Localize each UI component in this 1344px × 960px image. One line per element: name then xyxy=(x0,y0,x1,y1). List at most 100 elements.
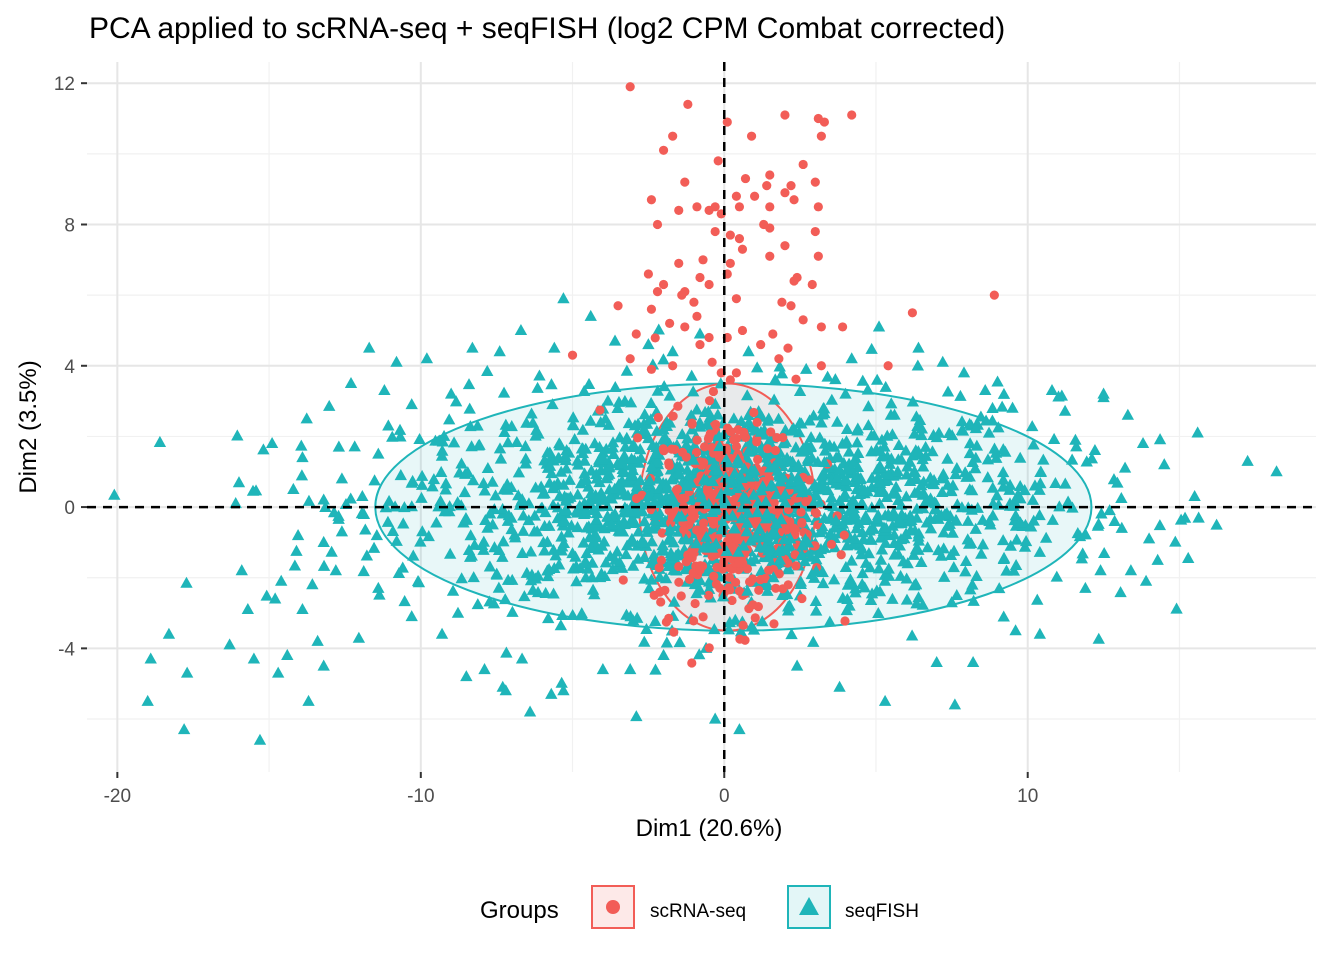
seqfish-point xyxy=(501,436,515,448)
seqfish-point xyxy=(873,461,887,473)
seqfish-point xyxy=(837,490,851,503)
seqfish-point xyxy=(936,355,949,367)
seqfish-point xyxy=(490,568,504,580)
seqfish-point xyxy=(623,505,636,517)
scrna-seq-point xyxy=(689,297,699,307)
seqfish-point xyxy=(1070,440,1083,452)
seqfish-point xyxy=(1009,624,1022,636)
scrna-seq-point xyxy=(695,339,705,350)
seqfish-point xyxy=(1026,493,1040,505)
scrna-seq-point xyxy=(686,515,696,525)
seqfish-point xyxy=(879,521,893,533)
seqfish-point xyxy=(620,608,633,620)
seqfish-point xyxy=(483,507,497,519)
seqfish-point xyxy=(1004,539,1017,551)
seqfish-point xyxy=(841,592,854,605)
seqfish-point xyxy=(656,433,670,445)
scrna-seq-point xyxy=(839,530,849,540)
seqfish-point xyxy=(520,566,534,578)
seqfish-point xyxy=(177,723,191,735)
seqfish-point xyxy=(892,438,906,451)
scrna-seq-point xyxy=(738,620,748,630)
seqfish-point xyxy=(719,471,732,483)
seqfish-point xyxy=(510,435,524,448)
seqfish-point xyxy=(845,554,858,566)
scrna-seq-point xyxy=(727,595,737,606)
seqfish-point xyxy=(652,323,665,335)
seqfish-point xyxy=(732,457,745,469)
scrna-seq-point xyxy=(791,561,801,571)
seqfish-point xyxy=(1019,535,1033,547)
seqfish-point xyxy=(986,509,1000,521)
seqfish-point xyxy=(415,469,429,481)
seqfish-point xyxy=(663,416,677,428)
x-tick-label: 10 xyxy=(1017,786,1038,807)
seqfish-point xyxy=(499,684,512,696)
seqfish-point xyxy=(821,370,834,382)
seqfish-point xyxy=(986,401,999,413)
seqfish-point xyxy=(597,535,611,547)
seqfish-point xyxy=(367,541,381,553)
seqfish-point xyxy=(477,477,490,489)
scrna-seq-point xyxy=(660,585,670,595)
seqfish-point xyxy=(327,506,341,518)
seqfish-point xyxy=(741,506,754,518)
seqfish-point xyxy=(700,530,713,542)
seqfish-point xyxy=(997,552,1010,565)
scrna-seq-point xyxy=(656,597,666,607)
seqfish-point xyxy=(563,473,576,485)
seqfish-point xyxy=(608,482,621,494)
seqfish-point xyxy=(775,367,789,379)
seqfish-point xyxy=(1097,387,1110,399)
scrna-seq-point xyxy=(753,454,763,465)
seqfish-point xyxy=(584,309,597,321)
seqfish-point xyxy=(492,581,506,593)
seqfish-point xyxy=(406,474,419,486)
scrna-seq-point xyxy=(801,497,811,507)
scrna-seq-point xyxy=(711,531,721,542)
seqfish-point xyxy=(823,439,836,451)
seqfish-point xyxy=(843,599,856,611)
seqfish-point xyxy=(1153,519,1167,531)
seqfish-point xyxy=(605,518,618,530)
seqfish-point xyxy=(813,496,827,508)
seqfish-point xyxy=(414,535,427,547)
scrna-seq-point xyxy=(762,181,772,191)
seqfish-point xyxy=(624,469,637,481)
chart-title: PCA applied to scRNA-seq + seqFISH (log2… xyxy=(89,12,1005,45)
seqfish-point xyxy=(593,440,606,452)
seqfish-point xyxy=(571,521,584,533)
seqfish-point xyxy=(506,573,519,585)
seqfish-point xyxy=(1188,489,1201,502)
y-axis-ticks: -4 0 4 8 12 xyxy=(54,74,87,660)
seqfish-point xyxy=(555,676,568,688)
seqfish-point xyxy=(1014,516,1027,528)
seqfish-point xyxy=(856,567,869,579)
seqfish-point xyxy=(708,503,722,515)
seqfish-point xyxy=(584,541,597,554)
seqfish-point xyxy=(505,523,518,535)
scrna-seq-point xyxy=(816,322,826,332)
seqfish-point xyxy=(378,384,391,396)
seqfish-point xyxy=(379,501,392,513)
seqfish-point xyxy=(996,534,1010,546)
seqfish-point xyxy=(795,417,808,429)
seqfish-point xyxy=(1142,532,1156,544)
y-tick-label: -4 xyxy=(58,639,75,660)
seqfish-point xyxy=(829,514,843,526)
seqfish-point xyxy=(921,541,934,553)
scrna-seq-point xyxy=(625,82,635,92)
seqfish-point xyxy=(668,595,681,607)
seqfish-point xyxy=(950,514,963,526)
seqfish-point xyxy=(961,514,975,526)
seqfish-point xyxy=(1049,476,1062,488)
seqfish-point xyxy=(933,509,946,521)
seqfish-point xyxy=(405,610,418,622)
y-axis-title: Dim2 (3.5%) xyxy=(15,360,42,493)
seqfish-point xyxy=(597,451,610,463)
seqfish-point xyxy=(796,539,809,551)
scrna-seq-point xyxy=(681,452,691,462)
seqfish-point xyxy=(466,474,480,486)
seqfish-point xyxy=(667,536,680,548)
seqfish-point xyxy=(599,556,613,568)
